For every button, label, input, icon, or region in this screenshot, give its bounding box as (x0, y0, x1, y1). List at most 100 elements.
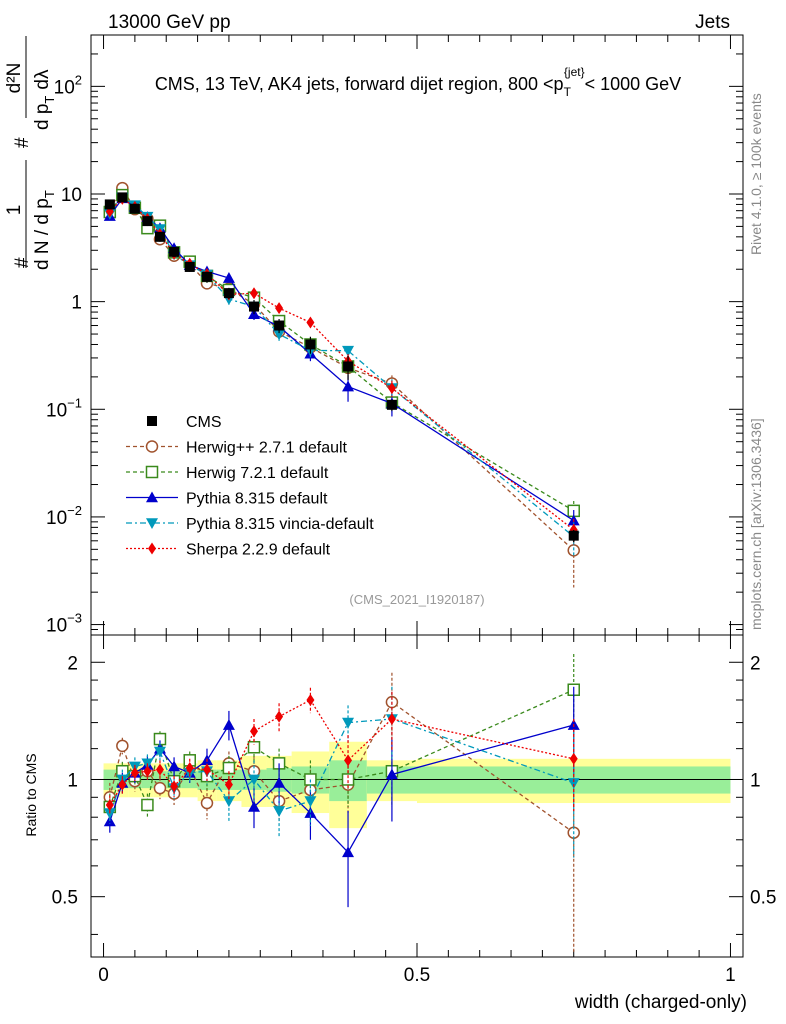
marker-sherpa-2-2-9-default (250, 287, 258, 300)
ratio-tick-label: 2 (67, 653, 78, 674)
y-tick-label: 10−1 (46, 395, 82, 421)
cms-data-point (184, 261, 195, 272)
cms-data-point (169, 246, 180, 257)
ratio-marker-pythia-8-315-default (168, 760, 181, 772)
legend-marker-cms (147, 416, 157, 426)
header-collision: 13000 GeV pp (108, 12, 231, 33)
legend-marker-herwig-2-7-1-default (145, 440, 159, 453)
ratio-tick-label-right: 2 (750, 653, 761, 674)
legend-label-cms: CMS (186, 414, 222, 431)
y-tick-base: 10 (46, 400, 67, 421)
ratio-marker-pythia-8-315-vincia-default (248, 774, 260, 786)
series-line-pythia-8-315-vincia-default (109, 196, 575, 538)
ratio-frame (90, 634, 744, 958)
ratio-marker-sherpa-2-2-9-default (275, 710, 284, 723)
y-label-lead: # (12, 257, 33, 268)
legend-label-herwig-2-7-1-default: Herwig++ 2.7.1 default (186, 440, 348, 457)
ratio-line-pythia-8-315-vincia-default (109, 718, 574, 814)
ratio-marker-sherpa-2-2-9-default (105, 798, 114, 811)
y-tick-label: 10−2 (46, 503, 82, 529)
legend-label-pythia-8-315-default: Pythia 8.315 default (186, 491, 328, 508)
y-label-num1: 1 (4, 205, 25, 216)
mcplots-label: mcplots.cern.ch [arXiv:1306.3436] (748, 418, 764, 630)
legend: CMS Herwig++ 2.7.1 default Herwig 7.2.1 de… (126, 414, 374, 559)
marker-sherpa-2-2-9-default (306, 316, 315, 329)
cms-data-point (154, 231, 165, 242)
marker-pythia-8-315-default (342, 380, 355, 392)
y-tick-label: 10 (61, 185, 82, 206)
x-tick-label: 0 (98, 965, 109, 986)
cms-data-point (343, 361, 354, 372)
legend-label-sherpa-2-2-9-default: Sherpa 2.2.9 default (186, 542, 331, 559)
y-label-den1-sub: T (42, 190, 57, 198)
plot-title-text: CMS, 13 TeV, AK4 jets, forward dijet reg… (155, 74, 564, 94)
ratio-marker-herwig-7-2-1-default (141, 798, 154, 812)
ratio-marker-pythia-8-315-vincia-default (342, 717, 355, 729)
ratio-marker-pythia-8-315-vincia-default (153, 746, 166, 758)
ratio-marker-pythia-8-315-default (222, 719, 235, 730)
cms-data-point (104, 199, 115, 210)
series-line-herwig-2-7-1-default (109, 186, 575, 551)
ratio-marker-herwig-2-7-1-default (153, 781, 167, 795)
legend-marker-herwig-7-2-1-default (145, 465, 159, 479)
cms-data-point (142, 216, 153, 227)
x-tick-label: 1 (725, 965, 736, 986)
marker-pythia-8-315-default (222, 272, 235, 283)
ratio-tick-label-right: 0.5 (750, 888, 776, 909)
ratio-marker-pythia-8-315-vincia-default (567, 778, 580, 789)
cms-data-point (274, 320, 285, 331)
y-label-den1: d N / d pT (32, 190, 57, 270)
ratio-tick-label: 1 (67, 770, 78, 791)
ratio-tick-label: 0.5 (52, 888, 78, 909)
ratio-marker-sherpa-2-2-9-default (170, 780, 179, 793)
rivet-version-label: Rivet 4.1.0, ≥ 100k events (748, 93, 764, 255)
ratio-marker-pythia-8-315-vincia-default (273, 806, 286, 817)
ratio-marker-sherpa-2-2-9-default (155, 763, 164, 776)
x-tick-label: 0.5 (404, 965, 430, 986)
ratio-marker-pythia-8-315-vincia-default (103, 808, 116, 820)
header-observable: Jets (695, 12, 730, 33)
cms-data-point (386, 399, 397, 410)
legend-marker-pythia-8-315-default (146, 491, 158, 503)
legend-marker-sherpa-2-2-9-default (148, 542, 156, 555)
ratio-marker-sherpa-2-2-9-default (185, 762, 194, 775)
ratio-tick-label-right: 1 (750, 770, 761, 791)
y-label-den2-text: d p (32, 104, 53, 130)
cms-data-point (223, 288, 234, 299)
cms-data-point (117, 192, 128, 203)
ratio-marker-sherpa-2-2-9-default (569, 752, 578, 765)
plot-title-sup: {jet} (564, 65, 585, 79)
ratio-marker-pythia-8-315-vincia-default (222, 796, 235, 808)
marker-pythia-8-315-vincia-default (273, 329, 286, 341)
legend-label-herwig-7-2-1-default: Herwig 7.2.1 default (186, 465, 329, 482)
ratio-marker-sherpa-2-2-9-default (344, 754, 353, 767)
y-tick-label: 102 (54, 72, 82, 98)
y-label-den2: d pTdλ (32, 69, 57, 130)
marker-pythia-8-315-vincia-default (342, 345, 355, 357)
cms-data-point (129, 203, 140, 214)
legend-marker-pythia-8-315-vincia-default (146, 518, 158, 529)
y-label-den1-text: d N / d p (32, 198, 53, 270)
y-tick-label: 10−3 (46, 611, 82, 637)
y-tick-label: 1 (71, 293, 82, 314)
ratio-marker-sherpa-2-2-9-default (224, 778, 233, 791)
y-label-num2: d²N (4, 63, 25, 94)
ratio-marker-sherpa-2-2-9-default (143, 765, 152, 778)
ratio-marker-pythia-8-315-default (342, 846, 355, 858)
y-tick-base: 10 (54, 77, 75, 98)
x-axis-label: width (charged-only) (574, 992, 747, 1013)
plot-title: CMS, 13 TeV, AK4 jets, forward dijet reg… (155, 65, 681, 99)
y-tick-base: 10 (61, 185, 82, 206)
marker-sherpa-2-2-9-default (275, 302, 284, 315)
ratio-marker-sherpa-2-2-9-default (306, 694, 315, 707)
y-tick-base: 1 (71, 293, 82, 314)
plot-title-sub: T (564, 85, 572, 99)
series-line-herwig-7-2-1-default (109, 194, 575, 512)
ratio-marker-herwig-7-2-1-default (341, 773, 355, 786)
ratio-marker-pythia-8-315-vincia-default (304, 796, 317, 808)
ratio-marker-sherpa-2-2-9-default (130, 766, 139, 779)
cms-data-point (201, 271, 212, 282)
ratio-panel: 0 0.5 1 0.5 0.5 1 1 2 2 (52, 634, 776, 986)
